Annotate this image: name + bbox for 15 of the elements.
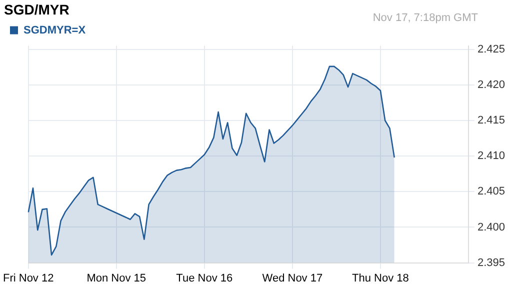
y-tick-label: 2.395 bbox=[477, 256, 506, 269]
chart-title: SGD/MYR bbox=[4, 1, 70, 18]
legend-label: SGDMYR=X bbox=[24, 24, 86, 36]
x-tick-label: Wed Nov 17 bbox=[262, 272, 323, 284]
y-tick-label: 2.405 bbox=[477, 186, 506, 198]
x-tick-label: Mon Nov 15 bbox=[86, 272, 146, 284]
text: Nov 17, 7:18pm GMT bbox=[372, 12, 478, 24]
x-tick-label: Fri Nov 12 bbox=[2, 272, 54, 284]
x-tick-label: Thu Nov 18 bbox=[352, 272, 409, 284]
y-tick-label: 2.410 bbox=[477, 150, 506, 162]
y-tick-label: 2.420 bbox=[477, 78, 506, 91]
y-tick-label: 2.425 bbox=[477, 43, 506, 56]
y-tick-label: 2.415 bbox=[477, 114, 506, 127]
x-tick-label: Tue Nov 16 bbox=[176, 272, 233, 284]
y-tick-label: 2.400 bbox=[477, 221, 506, 234]
